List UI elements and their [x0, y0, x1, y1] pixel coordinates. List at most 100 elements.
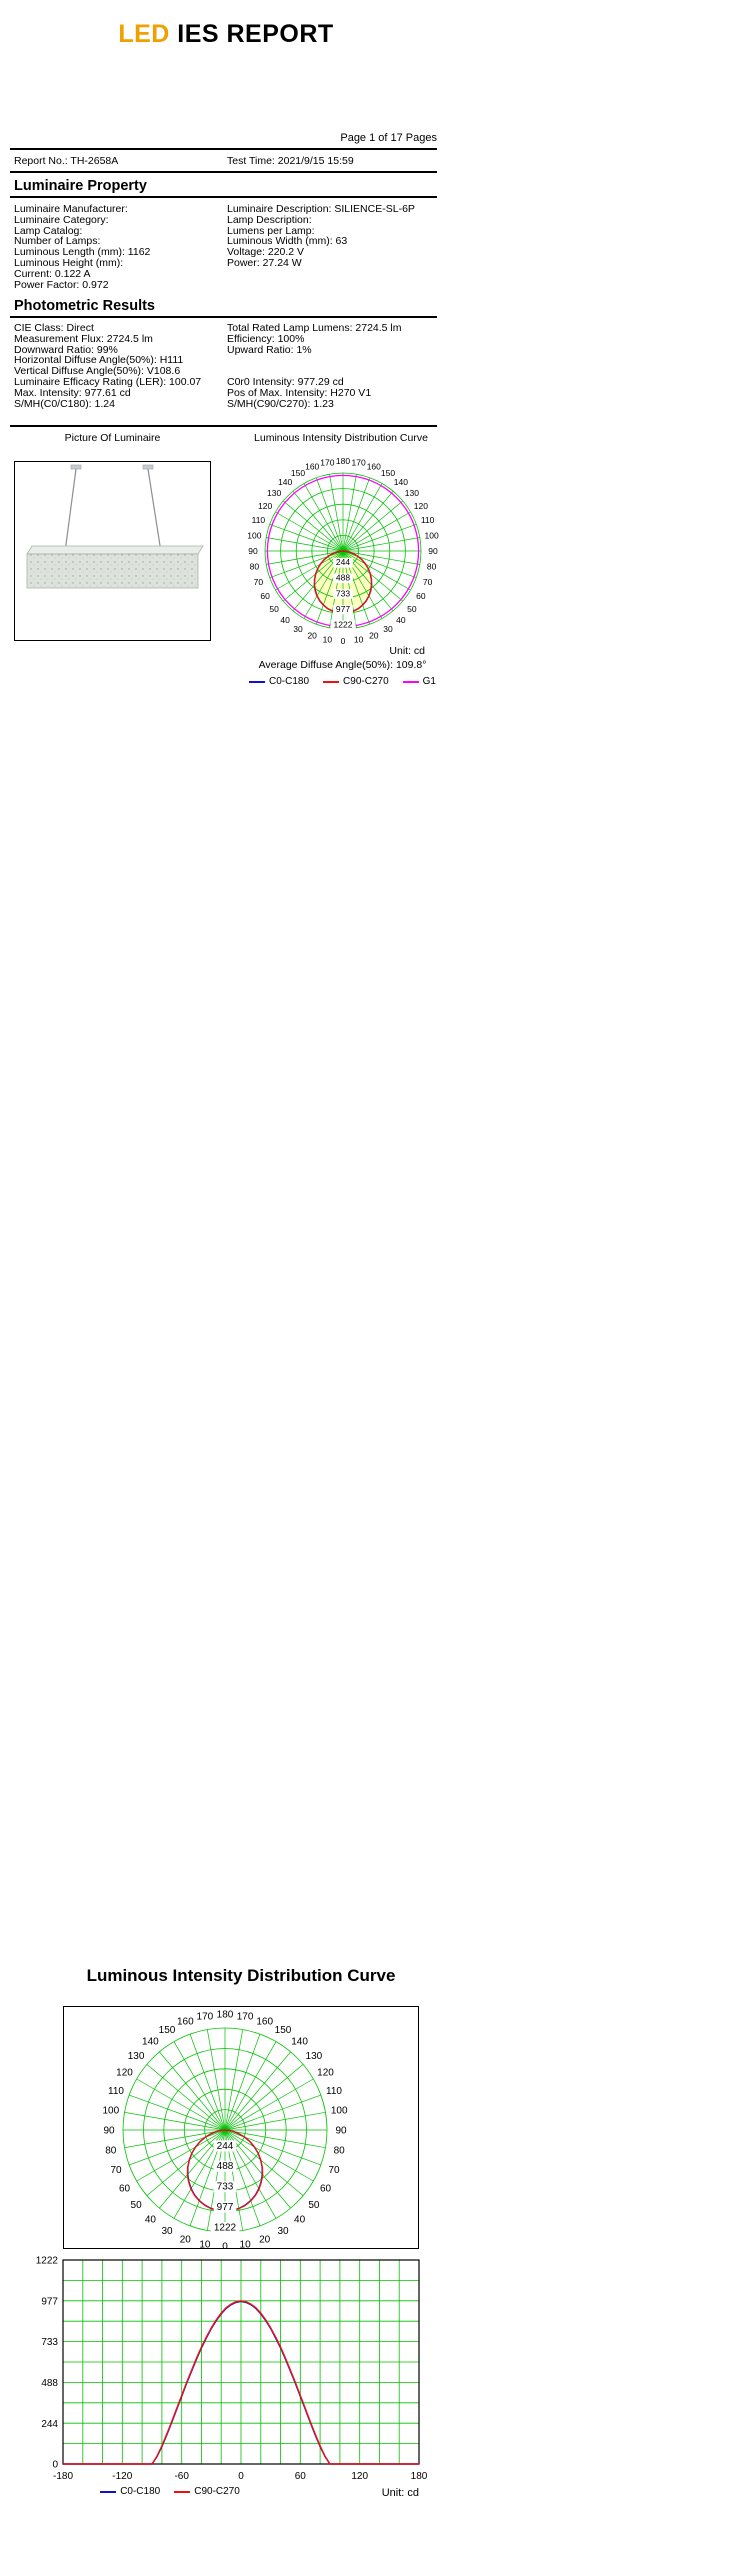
svg-text:180: 180 [217, 2010, 234, 2021]
svg-text:70: 70 [328, 2165, 340, 2176]
photometric-row [227, 355, 439, 366]
property-row: Number of Lamps: [14, 235, 101, 248]
photometric-row: Pos of Max. Intensity: H270 V1 [227, 386, 372, 399]
small-chart-unit: Unit: cd [389, 645, 425, 657]
svg-text:160: 160 [367, 461, 381, 471]
legend-item: G1 [402, 676, 436, 687]
svg-text:120: 120 [258, 501, 272, 511]
svg-text:488: 488 [336, 573, 350, 583]
picture-label: Picture Of Luminaire [64, 432, 161, 444]
svg-text:20: 20 [307, 631, 317, 641]
svg-text:10: 10 [354, 635, 364, 645]
legend-label: G1 [422, 676, 436, 687]
svg-text:10: 10 [199, 2240, 211, 2248]
svg-text:30: 30 [293, 624, 303, 634]
luminaire-picture-frame [14, 461, 211, 641]
suspension-wire [64, 468, 77, 553]
svg-text:60: 60 [416, 591, 426, 601]
svg-text:977: 977 [41, 2296, 58, 2307]
big-curve-heading: Luminous Intensity Distribution Curve [86, 1966, 396, 1985]
legend-item: C0-C180 [249, 676, 309, 687]
svg-text:100: 100 [331, 2105, 348, 2116]
big-chart-unit: Unit: cd [381, 2487, 419, 2499]
divider [10, 425, 437, 427]
photometric-row: C0r0 Intensity: 977.29 cd [227, 375, 344, 388]
svg-text:130: 130 [128, 2051, 145, 2062]
photometric-row: Efficiency: 100% [227, 332, 305, 345]
legend-swatch [100, 2490, 117, 2493]
svg-text:80: 80 [334, 2146, 346, 2157]
svg-text:30: 30 [277, 2226, 289, 2237]
svg-text:60: 60 [119, 2184, 131, 2195]
photometric-row: Max. Intensity: 977.61 cd [14, 386, 131, 399]
svg-text:170: 170 [352, 457, 366, 467]
svg-text:160: 160 [177, 2017, 194, 2028]
photometric-row: Vertical Diffuse Angle(50%): V108.6 [14, 365, 181, 378]
divider [10, 171, 437, 173]
svg-text:70: 70 [423, 577, 433, 587]
photometric-row: Luminaire Efficacy Rating (LER): 100.07 [14, 375, 202, 388]
svg-text:70: 70 [254, 577, 264, 587]
svg-text:40: 40 [145, 2214, 157, 2225]
property-row: Luminous Height (mm): [14, 256, 124, 269]
photometric-row: Measurement Flux: 2724.5 lm [14, 332, 153, 345]
big-chart-legend: C0-C180 C90-C270 [30, 2486, 310, 2497]
legend-label: C0-C180 [120, 2486, 161, 2497]
photometric-row: Horizontal Diffuse Angle(50%): H111 [14, 354, 184, 367]
property-row: Luminaire Manufacturer: [14, 203, 128, 215]
property-row: Luminous Length (mm): 1162 [14, 246, 151, 259]
svg-text:160: 160 [305, 461, 319, 471]
svg-text:40: 40 [294, 2214, 306, 2225]
svg-text:170: 170 [320, 457, 334, 467]
svg-text:60: 60 [260, 591, 270, 601]
divider [10, 148, 437, 150]
svg-text:100: 100 [102, 2105, 119, 2116]
property-row: Power: 27.24 W [227, 256, 302, 269]
svg-text:110: 110 [326, 2086, 342, 2097]
average-diffuse-angle: Average Diffuse Angle(50%): 109.8° [258, 659, 427, 671]
legend-label: C0-C180 [269, 676, 310, 687]
svg-text:977: 977 [336, 604, 350, 614]
svg-text:0: 0 [238, 2471, 244, 2482]
svg-text:0: 0 [52, 2460, 58, 2471]
legend-swatch [249, 680, 266, 683]
svg-text:130: 130 [267, 488, 281, 498]
svg-text:160: 160 [256, 2017, 273, 2028]
svg-text:90: 90 [335, 2126, 347, 2137]
svg-text:50: 50 [131, 2200, 143, 2211]
legend-swatch [323, 680, 340, 683]
svg-text:140: 140 [291, 2037, 308, 2048]
luminaire-body-top [26, 545, 204, 555]
photometric-row: S/MH(C0/C180): 1.24 [14, 397, 115, 410]
page-title: LED IES REPORT [0, 20, 452, 49]
svg-text:1222: 1222 [214, 2223, 237, 2234]
svg-text:0: 0 [341, 636, 346, 646]
svg-text:0: 0 [222, 2242, 228, 2249]
property-row: Voltage: 220.2 V [227, 246, 305, 259]
svg-text:488: 488 [217, 2161, 234, 2172]
svg-text:130: 130 [306, 2051, 323, 2062]
svg-text:80: 80 [105, 2146, 117, 2157]
svg-text:80: 80 [427, 562, 437, 572]
svg-text:733: 733 [217, 2182, 234, 2193]
svg-text:20: 20 [369, 631, 379, 641]
suspension-mount [142, 464, 154, 470]
legend-swatch [402, 680, 419, 683]
luminaire-texture [27, 554, 198, 588]
legend-label: C90-C270 [194, 2486, 240, 2497]
property-right-column: Luminaire Description: SILIENCE-SL-6P Lam… [227, 204, 439, 269]
svg-text:70: 70 [110, 2165, 122, 2176]
svg-text:170: 170 [237, 2011, 254, 2022]
legend-item: C90-C270 [323, 676, 389, 687]
svg-text:120: 120 [116, 2068, 133, 2079]
svg-text:1222: 1222 [36, 2256, 59, 2267]
property-left-column: Luminaire Manufacturer: Luminaire Categor… [14, 204, 226, 290]
svg-text:-180: -180 [53, 2471, 73, 2482]
legend-item: C0-C180 [100, 2486, 160, 2497]
svg-text:110: 110 [252, 515, 266, 525]
report-number: Report No.: TH-2658A [14, 155, 119, 167]
svg-text:170: 170 [197, 2011, 214, 2022]
photometric-row: CIE Class: Direct [14, 322, 94, 334]
